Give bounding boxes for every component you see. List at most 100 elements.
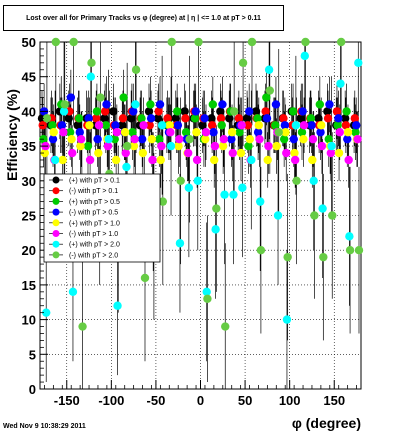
data-point bbox=[59, 128, 68, 137]
data-point bbox=[78, 322, 87, 331]
data-point bbox=[85, 155, 95, 165]
data-point bbox=[341, 121, 351, 130]
data-point bbox=[140, 273, 150, 283]
data-point bbox=[119, 93, 128, 102]
chart-title: Lost over all for Primary Tracks vs φ (d… bbox=[3, 5, 284, 31]
data-point bbox=[229, 190, 238, 199]
data-point bbox=[200, 114, 209, 123]
data-point bbox=[201, 134, 210, 144]
data-point bbox=[247, 37, 257, 47]
data-point bbox=[227, 134, 236, 144]
data-point bbox=[273, 211, 283, 220]
data-point bbox=[209, 128, 218, 137]
data-point bbox=[130, 134, 139, 144]
data-point bbox=[218, 141, 228, 151]
data-point bbox=[122, 162, 131, 172]
data-point bbox=[163, 114, 172, 123]
data-point bbox=[262, 114, 272, 123]
data-point bbox=[317, 141, 327, 151]
data-point bbox=[262, 93, 271, 102]
data-point bbox=[137, 114, 146, 123]
data-point bbox=[310, 211, 319, 220]
data-point bbox=[344, 155, 353, 165]
timestamp: Wed Nov 9 10:38:29 2011 bbox=[3, 423, 86, 430]
x-tick-label: 0 bbox=[197, 393, 204, 408]
data-point bbox=[84, 114, 93, 123]
data-point bbox=[263, 155, 272, 165]
x-axis-title: φ (degree) bbox=[292, 415, 361, 431]
legend-marker bbox=[52, 251, 60, 259]
data-point bbox=[264, 141, 273, 151]
data-point bbox=[183, 148, 193, 158]
data-point bbox=[137, 134, 147, 144]
data-point bbox=[350, 114, 359, 123]
x-tick-label: 100 bbox=[279, 393, 301, 408]
data-point bbox=[128, 128, 137, 137]
legend-label: (-) with pT > 1.0 bbox=[69, 231, 118, 238]
grid bbox=[40, 41, 361, 390]
data-point bbox=[301, 37, 310, 47]
legend-marker bbox=[52, 197, 60, 205]
data-point bbox=[237, 121, 246, 130]
data-point bbox=[342, 107, 351, 116]
x-tick-label: -50 bbox=[147, 393, 166, 408]
data-point bbox=[175, 134, 184, 144]
data-point bbox=[336, 37, 346, 47]
data-point bbox=[192, 155, 202, 165]
data-point bbox=[353, 134, 362, 144]
legend: (+) with pT > 0.1 (-) with pT > 0.1 (+) wi… bbox=[43, 173, 161, 263]
data-point bbox=[280, 121, 290, 130]
data-point bbox=[148, 155, 157, 165]
data-point bbox=[172, 107, 182, 116]
data-point bbox=[212, 204, 221, 213]
data-point bbox=[354, 246, 364, 255]
data-point bbox=[351, 128, 360, 137]
data-point bbox=[94, 148, 103, 158]
data-point bbox=[281, 128, 290, 137]
data-point bbox=[68, 287, 78, 297]
data-point bbox=[306, 114, 316, 123]
data-point bbox=[113, 301, 122, 310]
data-point bbox=[109, 107, 118, 116]
data-point bbox=[155, 100, 165, 109]
data-point bbox=[307, 121, 316, 130]
data-point bbox=[64, 114, 73, 123]
data-point bbox=[139, 121, 148, 130]
data-point bbox=[111, 121, 120, 130]
data-point bbox=[75, 128, 84, 137]
data-point bbox=[156, 155, 165, 165]
legend-label: (-) with pT > 2.0 bbox=[69, 252, 118, 259]
data-point bbox=[85, 121, 94, 130]
data-point bbox=[101, 121, 111, 130]
data-point bbox=[59, 107, 69, 116]
data-point bbox=[218, 100, 227, 109]
y-tick-label: 10 bbox=[22, 313, 36, 328]
data-point bbox=[87, 58, 96, 68]
data-point bbox=[194, 37, 203, 47]
data-point bbox=[154, 107, 163, 116]
legend-label: (-) with pT > 0.1 bbox=[69, 188, 118, 195]
data-point bbox=[129, 141, 139, 151]
data-point bbox=[256, 197, 265, 206]
data-point bbox=[236, 148, 246, 158]
data-point bbox=[58, 155, 67, 165]
data-point bbox=[244, 141, 253, 151]
data-point bbox=[300, 51, 309, 61]
data-point bbox=[291, 121, 301, 130]
data-point bbox=[66, 93, 76, 102]
data-point bbox=[216, 114, 226, 123]
data-point bbox=[122, 141, 132, 151]
data-point bbox=[308, 155, 317, 165]
data-point bbox=[174, 141, 183, 151]
data-point bbox=[100, 114, 109, 123]
legend-label: (+) with pT > 2.0 bbox=[69, 242, 120, 249]
data-point bbox=[292, 176, 301, 185]
data-point bbox=[68, 148, 77, 158]
y-tick-label: 0 bbox=[29, 382, 36, 397]
data-point bbox=[131, 65, 141, 74]
data-point bbox=[166, 141, 176, 151]
data-point bbox=[176, 176, 185, 185]
data-point bbox=[334, 114, 343, 123]
data-point bbox=[288, 107, 298, 116]
